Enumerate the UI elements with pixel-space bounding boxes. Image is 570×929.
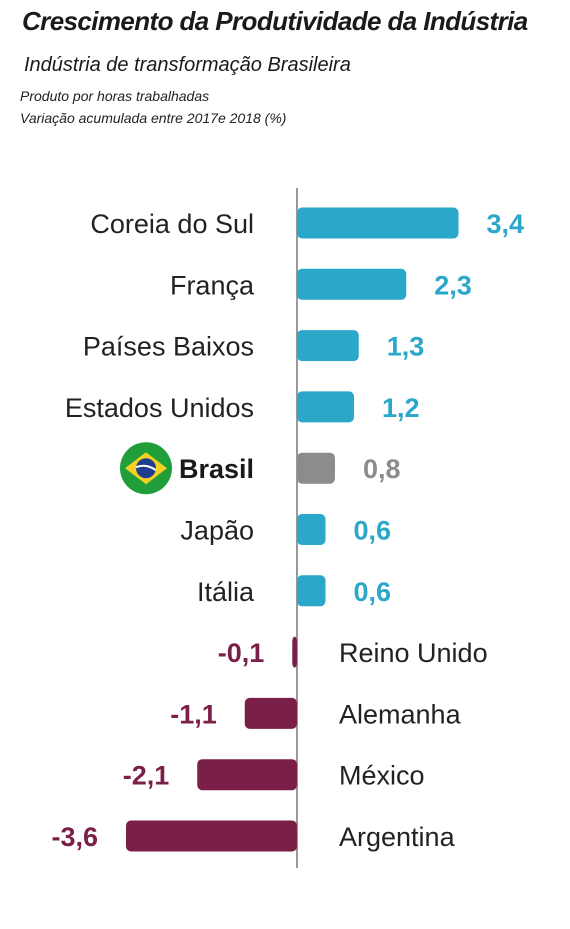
bar-japao [297, 514, 326, 545]
bar-paises-baixos [297, 330, 359, 362]
category-label-coreia-do-sul: Coreia do Sul [90, 209, 254, 239]
category-label-argentina: Argentina [339, 822, 456, 852]
category-label-italia: Itália [197, 577, 255, 607]
chart-note-period: Variação acumulada entre 2017e 2018 (%) [20, 110, 287, 126]
chart-subtitle: Indústria de transformação Brasileira [24, 54, 351, 76]
value-label-italia: 0,6 [354, 577, 392, 607]
category-label-estados-unidos: Estados Unidos [65, 393, 254, 423]
bar-brasil [297, 452, 335, 484]
category-label-paises-baixos: Países Baixos [83, 332, 254, 362]
bar-estados-unidos [297, 391, 354, 423]
value-label-franca: 2,3 [434, 270, 472, 300]
brazil-flag-icon [120, 442, 172, 495]
category-label-japao: Japão [180, 516, 254, 546]
bar-reino-unido [292, 636, 297, 668]
value-label-paises-baixos: 1,3 [387, 332, 425, 362]
value-label-japao: 0,6 [354, 516, 392, 546]
bar-franca [297, 268, 407, 300]
value-label-alemanha: -1,1 [170, 699, 217, 729]
category-label-alemanha: Alemanha [339, 699, 462, 729]
value-label-estados-unidos: 1,2 [382, 393, 420, 423]
category-label-reino-unido: Reino Unido [339, 638, 488, 668]
value-label-brasil: 0,8 [363, 454, 401, 484]
bar-argentina [126, 820, 297, 852]
category-label-brasil: Brasil [179, 454, 254, 484]
chart-title: Crescimento da Produtividade da Indústri… [22, 6, 528, 36]
bar-alemanha [244, 697, 297, 729]
value-label-mexico: -2,1 [123, 761, 170, 791]
bar-italia [297, 575, 326, 607]
bar-coreia-do-sul [297, 207, 459, 239]
value-label-reino-unido: -0,1 [218, 638, 265, 668]
category-label-franca: França [170, 270, 255, 300]
value-label-coreia-do-sul: 3,4 [487, 209, 525, 239]
category-label-mexico: México [339, 761, 425, 791]
bar-mexico [197, 759, 297, 791]
value-label-argentina: -3,6 [51, 822, 98, 852]
chart-note-measure: Produto por horas trabalhadas [20, 88, 210, 104]
